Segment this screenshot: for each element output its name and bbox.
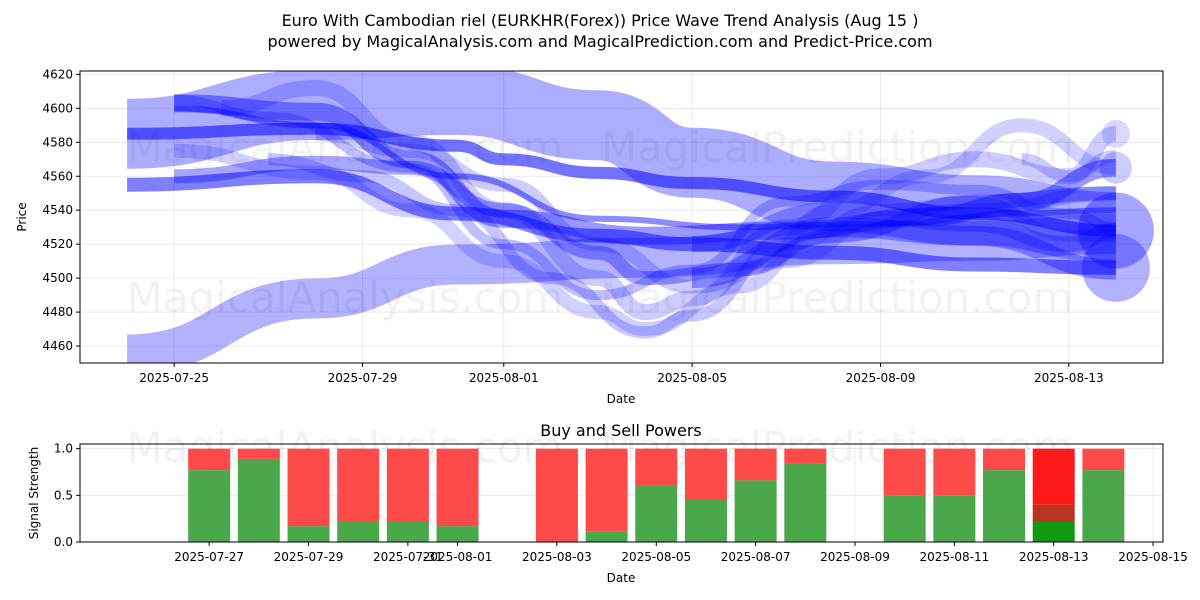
signal-x-tick-label: 2025-07-29 <box>274 550 344 564</box>
signal-y-label: Signal Strength <box>27 447 41 540</box>
signal-plot-frame <box>79 443 1164 543</box>
signal-y-tick-label: 0.5 <box>54 488 73 502</box>
sell-power-bar <box>734 448 777 481</box>
signal-chart-title: Buy and Sell Powers <box>540 421 702 440</box>
wave-band <box>315 126 1116 294</box>
price-x-tick-label: 2025-07-25 <box>139 371 209 385</box>
signal-x-tick-label: 2025-07-31 <box>373 550 443 564</box>
wave-band <box>127 122 1116 237</box>
price-y-tick-label: 4520 <box>42 237 73 251</box>
price-y-tick-label: 4540 <box>42 203 73 217</box>
wave-band <box>221 80 1118 321</box>
sell-power-bar <box>585 448 628 532</box>
wave-endpoint <box>1101 119 1130 148</box>
wave-band <box>1021 149 1117 183</box>
buy-power-bar <box>188 470 231 542</box>
signal-bars <box>188 448 1125 542</box>
wave-band <box>268 153 1116 339</box>
buy-power-bar <box>983 470 1026 542</box>
chart-subtitle: powered by MagicalAnalysis.com and Magic… <box>267 32 932 51</box>
sell-power-bar <box>287 448 330 527</box>
watermark-analysis: MagicalAnalysis.com <box>127 273 564 322</box>
buy-power-bar <box>436 526 479 542</box>
signal-y-tick-label: 0.0 <box>54 535 73 549</box>
signal-x-tick-label: 2025-08-15 <box>1118 550 1188 564</box>
signal-x-tick-label: 2025-07-27 <box>174 550 244 564</box>
price-x-label: Date <box>607 392 636 406</box>
sell-power-bar <box>386 448 429 522</box>
price-x-tick-label: 2025-08-09 <box>846 371 916 385</box>
buy-power-bar <box>784 463 827 542</box>
buy-power-bar <box>585 531 628 542</box>
signal-x-tick-label: 2025-08-05 <box>621 550 691 564</box>
signal-x-tick-label: 2025-08-03 <box>522 550 592 564</box>
signal-x-label: Date <box>607 571 636 585</box>
signal-x-tick-label: 2025-08-09 <box>820 550 890 564</box>
price-y-tick-label: 4620 <box>42 67 73 81</box>
signal-x-tick-label: 2025-08-07 <box>721 550 791 564</box>
wave-band <box>692 202 1117 253</box>
buy-power-bar <box>237 458 280 542</box>
price-x-tick-label: 2025-08-13 <box>1034 371 1104 385</box>
price-plot-frame <box>79 70 1164 364</box>
price-x-tick-label: 2025-08-01 <box>469 371 539 385</box>
buy-power-bar <box>933 495 976 542</box>
sell-power-bar <box>436 448 479 527</box>
wave-endpoint <box>1081 233 1150 302</box>
price-y-tick-label: 4560 <box>42 169 73 183</box>
sell-power-bar <box>1082 448 1125 471</box>
wave-bands <box>126 71 1154 363</box>
price-y-tick-label: 4580 <box>42 135 73 149</box>
buy-power-bar <box>734 480 777 542</box>
buy-power-bar <box>287 526 330 542</box>
sell-power-bar <box>337 448 380 522</box>
price-y-tick-label: 4480 <box>42 305 73 319</box>
chart-title: Euro With Cambodian riel (EURKHR(Forex))… <box>282 11 919 30</box>
sell-power-bar <box>883 448 926 496</box>
sell-power-bar <box>635 448 678 486</box>
buy-power-bar <box>883 495 926 542</box>
wave-band <box>127 169 1116 275</box>
buy-power-bar <box>635 485 678 542</box>
sell-power-bar <box>784 448 827 464</box>
wave-endpoint <box>1077 192 1154 269</box>
watermark-prediction: MagicalPrediction.com <box>601 123 1074 172</box>
watermark-analysis: MagicalAnalysis.com <box>127 123 564 172</box>
wave-band <box>174 118 1117 336</box>
price-x-tick-label: 2025-08-05 <box>657 371 727 385</box>
buy-power-bar <box>684 500 727 542</box>
price-x-tick-label: 2025-07-29 <box>328 371 398 385</box>
wave-band <box>691 217 1117 289</box>
wave-band <box>126 214 1116 363</box>
sell-power-bar <box>983 448 1026 471</box>
signal-x-tick-label: 2025-08-11 <box>919 550 989 564</box>
sell-power-bar <box>1032 448 1075 505</box>
price-axis-ticks: 4460 4480 4500 4520 4540 4560 4580 4600 4620 2025… <box>42 67 1103 385</box>
wave-endpoint <box>1099 151 1132 184</box>
price-y-label: Price <box>15 202 29 231</box>
wave-band <box>174 94 1117 301</box>
buy-power-bar <box>386 521 429 542</box>
sell-power-bar <box>684 448 727 500</box>
watermark-prediction: MagicalPrediction.com <box>601 273 1074 322</box>
sell-power-bar <box>535 448 578 542</box>
buy-power-bar <box>1032 521 1075 542</box>
price-y-tick-label: 4600 <box>42 101 73 115</box>
mixed-power-bar <box>1032 504 1075 522</box>
price-y-tick-label: 4460 <box>42 339 73 353</box>
wave-band <box>174 105 1116 231</box>
sell-power-bar <box>188 448 231 471</box>
signal-y-tick-label: 1.0 <box>54 442 73 456</box>
buy-power-bar <box>337 521 380 542</box>
signal-x-tick-label: 2025-08-13 <box>1019 550 1089 564</box>
sell-power-bar <box>237 448 280 459</box>
price-y-tick-label: 4500 <box>42 271 73 285</box>
sell-power-bar <box>933 448 976 496</box>
signal-x-tick-label: 2025-08-01 <box>423 550 493 564</box>
buy-power-bar <box>1082 470 1125 542</box>
